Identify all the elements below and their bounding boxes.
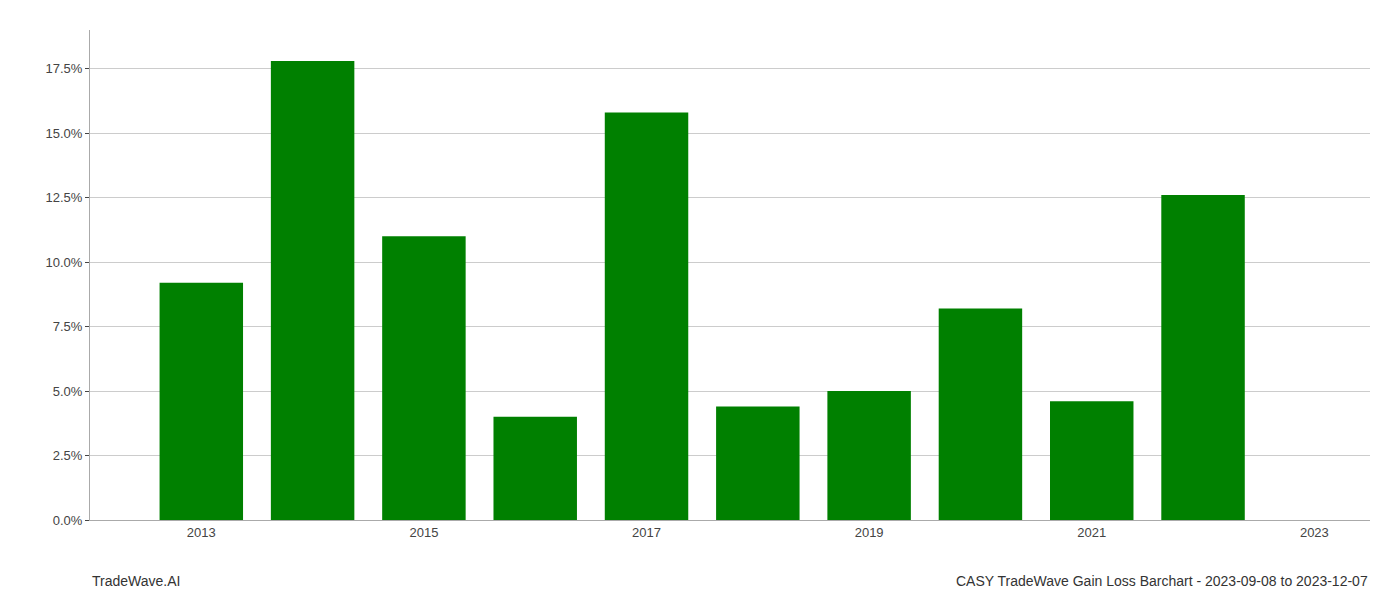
svg-text:0.0%: 0.0% xyxy=(53,513,83,528)
svg-text:2017: 2017 xyxy=(632,525,661,540)
svg-text:2021: 2021 xyxy=(1077,525,1106,540)
svg-text:17.5%: 17.5% xyxy=(46,61,83,76)
svg-text:2013: 2013 xyxy=(187,525,216,540)
svg-text:12.5%: 12.5% xyxy=(46,190,83,205)
svg-text:2019: 2019 xyxy=(855,525,884,540)
svg-text:TradeWave.AI: TradeWave.AI xyxy=(92,573,180,589)
svg-text:7.5%: 7.5% xyxy=(53,319,83,334)
svg-text:CASY TradeWave Gain Loss Barch: CASY TradeWave Gain Loss Barchart - 2023… xyxy=(956,573,1368,589)
svg-text:2023: 2023 xyxy=(1300,525,1329,540)
svg-text:2015: 2015 xyxy=(409,525,438,540)
svg-text:15.0%: 15.0% xyxy=(46,126,83,141)
svg-text:5.0%: 5.0% xyxy=(53,384,83,399)
svg-text:10.0%: 10.0% xyxy=(46,255,83,270)
svg-text:2.5%: 2.5% xyxy=(53,448,83,463)
